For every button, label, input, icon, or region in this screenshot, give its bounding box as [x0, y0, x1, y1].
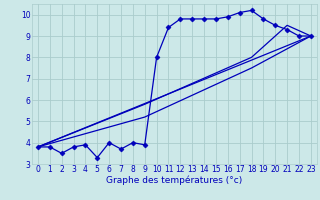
X-axis label: Graphe des températures (°c): Graphe des températures (°c) — [106, 176, 243, 185]
